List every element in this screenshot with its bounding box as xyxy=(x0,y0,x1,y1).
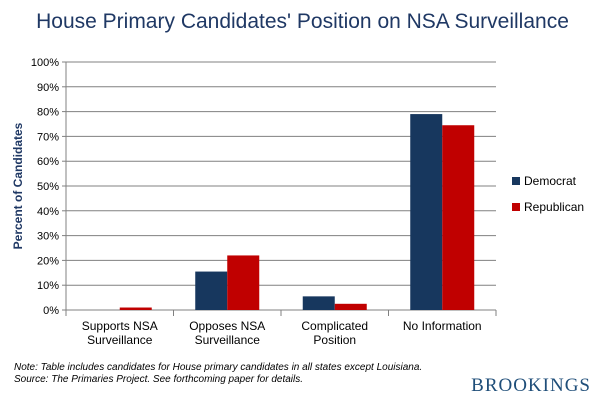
legend-swatch-republican xyxy=(512,203,520,211)
legend-label-democrat: Democrat xyxy=(524,174,577,188)
legend-label-republican: Republican xyxy=(524,200,584,214)
x-category-label: Complicated xyxy=(301,319,368,333)
y-tick-label: 40% xyxy=(37,206,59,218)
y-tick-label: 60% xyxy=(37,156,59,168)
y-axis-label: Percent of Candidates xyxy=(11,122,25,249)
x-category-label: No Information xyxy=(403,319,482,333)
x-category-label: Surveillance xyxy=(87,333,153,347)
brookings-logo: BROOKINGS xyxy=(471,375,591,396)
x-category-label: Surveillance xyxy=(195,333,261,347)
x-category-label: Position xyxy=(313,333,356,347)
bar-republican-3 xyxy=(442,125,475,311)
chart-note: Note: Table includes candidates for Hous… xyxy=(14,362,422,386)
y-tick-label: 20% xyxy=(37,255,59,267)
y-tick-label: 100% xyxy=(31,57,59,69)
y-tick-label: 70% xyxy=(37,131,59,143)
y-tick-label: 0% xyxy=(43,305,59,317)
y-tick-label: 10% xyxy=(37,280,59,292)
bar-republican-2 xyxy=(334,303,367,310)
note-line-1: Note: Table includes candidates for Hous… xyxy=(14,362,423,373)
y-tick-label: 90% xyxy=(37,82,59,94)
y-tick-label: 80% xyxy=(37,107,59,119)
bar-democrat-3 xyxy=(410,114,443,310)
x-category-label: Supports NSA xyxy=(82,319,158,333)
x-category-label: Opposes NSA xyxy=(189,319,265,333)
y-tick-label: 50% xyxy=(37,181,59,193)
bar-democrat-2 xyxy=(302,296,335,310)
bar-democrat-1 xyxy=(195,271,228,310)
bar-republican-0 xyxy=(119,307,152,310)
y-tick-label: 30% xyxy=(37,231,59,243)
note-line-2: Source: The Primaries Project. See forth… xyxy=(14,374,304,385)
legend-swatch-democrat xyxy=(512,177,520,185)
bar-republican-1 xyxy=(227,255,260,310)
chart-title: House Primary Candidates' Position on NS… xyxy=(36,10,569,33)
